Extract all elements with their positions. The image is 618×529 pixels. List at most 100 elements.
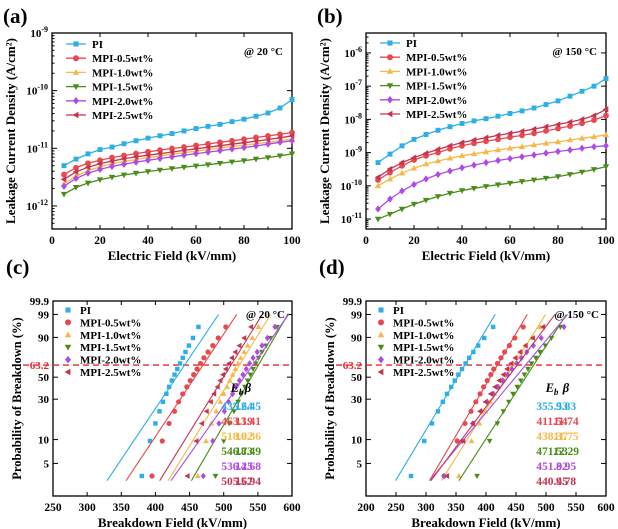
data-point (603, 76, 609, 81)
data-point (462, 420, 468, 427)
data-point (193, 438, 199, 444)
data-point (264, 136, 271, 143)
series-mpi-1-0wt (374, 131, 610, 189)
legend-mpi-2-5wt: MPI-2.5wt% (66, 110, 153, 122)
weibull-fit-line (159, 314, 263, 481)
data-point (60, 191, 68, 198)
data-point (522, 342, 528, 349)
data-point (121, 141, 127, 147)
y-axis-label: Probability of Breakdown (%) (323, 317, 337, 479)
data-point (108, 174, 116, 181)
legend-marker (377, 344, 385, 351)
y-tick-label: 90 (38, 332, 50, 344)
x-tick-label: 40 (456, 235, 468, 247)
y-tick-label: 10-12 (26, 198, 48, 213)
x-tick-label: 550 (249, 502, 267, 514)
data-point (139, 473, 144, 479)
data-point (518, 143, 526, 150)
y-tick-base: 10 (26, 201, 38, 213)
data-point (226, 421, 233, 427)
eb-value: 463.19 (221, 416, 253, 428)
data-point (475, 343, 481, 348)
data-point (193, 126, 199, 132)
legend-label: MPI-1.0wt% (80, 330, 141, 342)
data-point (145, 135, 151, 141)
eb-value: 438.37 (536, 431, 568, 443)
data-point (530, 342, 536, 349)
legend-label: PI (406, 38, 417, 50)
data-point (491, 366, 497, 372)
eb-value: 518.02 (221, 431, 253, 443)
data-point (566, 136, 574, 143)
data-point (60, 176, 67, 183)
data-point (210, 437, 216, 445)
legend-label: MPI-1.0wt% (92, 67, 153, 79)
beta-value: 12.45 (235, 401, 261, 413)
y-tick-exp: -10 (37, 83, 48, 92)
data-point (180, 164, 188, 171)
data-point (288, 151, 296, 158)
data-point (537, 323, 543, 329)
data-point (204, 162, 212, 169)
data-point (474, 473, 480, 480)
beta-value: 15.94 (235, 476, 261, 488)
data-point (289, 97, 295, 103)
legend-mpi-1-5wt: MPI-1.5wt% (377, 342, 454, 354)
data-point (410, 201, 418, 208)
data-point (232, 365, 239, 372)
eb-value: 471.53 (536, 446, 568, 458)
weibull-fit-line (458, 314, 567, 481)
data-point (468, 408, 474, 414)
data-point (264, 334, 271, 342)
series-pi (395, 314, 496, 481)
data-point (446, 142, 453, 150)
series-mpi-1-5wt (374, 164, 610, 223)
eb-value: 546.73 (221, 446, 253, 458)
y-tick-label: 10-11 (27, 140, 48, 155)
data-point (132, 170, 140, 177)
legend-marker (386, 83, 394, 90)
data-point (204, 144, 211, 151)
data-point (421, 438, 427, 444)
data-point (217, 398, 224, 404)
data-point (229, 390, 236, 398)
table-header-eb: Eb (545, 381, 559, 397)
x-tick-label: 500 (537, 502, 555, 514)
data-point (201, 355, 207, 361)
data-point (518, 354, 524, 362)
y-tick-label: 90 (351, 332, 363, 344)
y-tick-label: 10-11 (341, 211, 362, 226)
beta-value: 12.29 (553, 446, 579, 458)
data-point (61, 171, 67, 178)
y-tick-base: 10 (30, 28, 42, 40)
legend-label: MPI-2.5wt% (406, 109, 467, 121)
data-point (496, 377, 502, 384)
data-point (603, 142, 609, 150)
data-point (506, 342, 512, 349)
data-point (435, 170, 441, 179)
table-header-beta: β (244, 381, 252, 395)
legend-label: MPI-1.5wt% (80, 342, 141, 354)
legend-label: MPI-2.0wt% (393, 355, 454, 367)
data-point (447, 167, 453, 175)
series-mpi-2-5wt (159, 314, 263, 481)
data-point (276, 153, 284, 160)
data-point (227, 377, 233, 383)
legend-label: MPI-2.5wt% (92, 110, 153, 122)
y-tick-base: 10 (344, 48, 356, 60)
data-point (494, 182, 502, 189)
data-point (408, 473, 414, 479)
panel--a: 0 20 40 60 80 10010-1210-1110-1010-9PIMPI-0.5… (3, 4, 301, 263)
legend-marker (73, 55, 79, 62)
data-point (191, 372, 197, 378)
data-point (506, 130, 513, 137)
data-point (255, 323, 262, 329)
data-point (423, 175, 429, 183)
x-tick-label: 600 (597, 502, 615, 514)
data-point (166, 420, 172, 427)
data-point (484, 377, 490, 384)
data-point (448, 384, 454, 390)
data-point (210, 342, 216, 349)
eb-value: 440.45 (536, 476, 568, 488)
